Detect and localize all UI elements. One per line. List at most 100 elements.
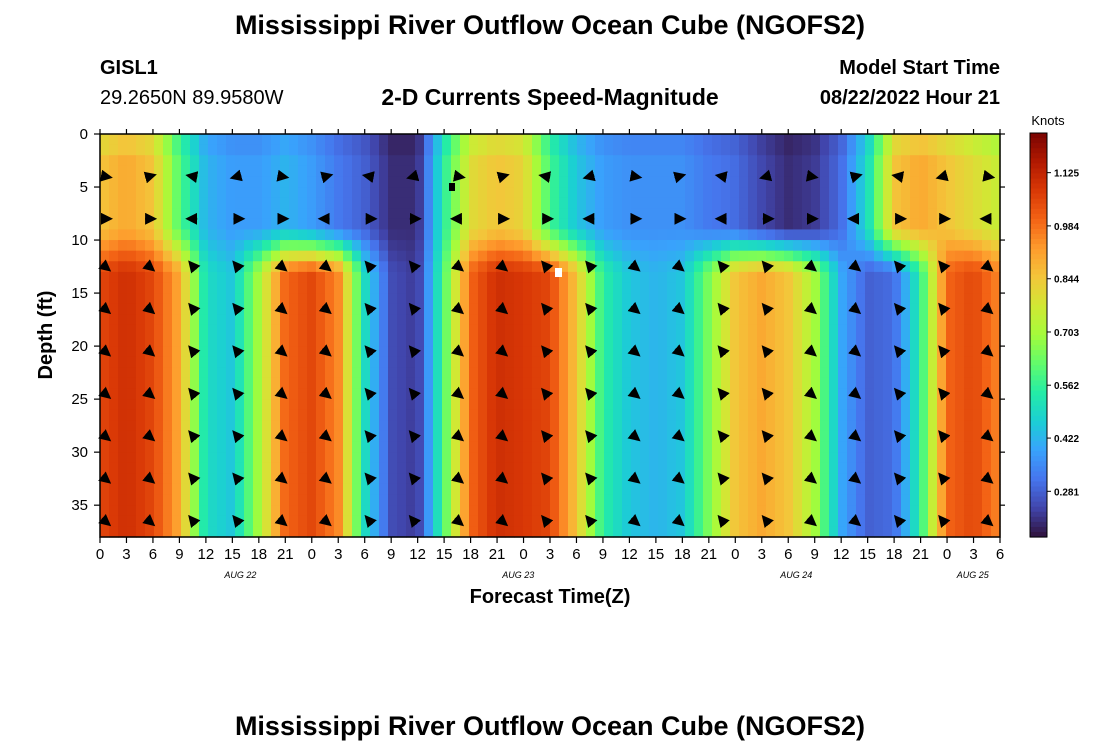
current-vector-arrow (893, 514, 907, 528)
heatmap-cell (631, 452, 641, 464)
current-vector-arrow (893, 387, 907, 401)
heatmap-cell (361, 187, 371, 199)
heatmap-cell (145, 483, 155, 496)
heatmap-cell (982, 526, 992, 538)
heatmap-cell (613, 420, 623, 432)
heatmap-cell (757, 452, 767, 464)
heatmap-cell (595, 314, 605, 326)
heatmap-cell (649, 303, 659, 315)
current-vector-arrow (893, 472, 907, 486)
heatmap-cell (253, 420, 263, 432)
heatmap-cell (685, 282, 695, 294)
heatmap-cell (640, 526, 650, 538)
heatmap-cell (289, 208, 299, 220)
heatmap-cell (424, 515, 434, 527)
heatmap-cell (352, 367, 362, 379)
heatmap-cell (613, 462, 623, 474)
heatmap-cell (721, 494, 731, 506)
current-vector-arrow (364, 260, 377, 274)
heatmap-cell (964, 324, 974, 337)
heatmap-cell (172, 515, 182, 527)
heatmap-cell (289, 441, 299, 453)
heatmap-cell (127, 314, 137, 326)
heatmap-cell (469, 473, 479, 485)
heatmap-cell (748, 261, 758, 273)
heatmap-cell (523, 240, 533, 252)
heatmap-cell (244, 261, 254, 273)
current-vector-arrow (893, 260, 907, 274)
heatmap-cell (991, 134, 1001, 146)
heatmap-cell (910, 165, 920, 178)
colorbar-swatch (1030, 158, 1047, 164)
heatmap-cell (370, 240, 380, 252)
heatmap-cell (811, 462, 821, 474)
heatmap-cell (235, 409, 245, 421)
heatmap-cell (811, 250, 821, 262)
heatmap-cell (649, 176, 659, 188)
heatmap-cell (388, 346, 398, 358)
heatmap-cell (595, 494, 605, 506)
heatmap-cell (910, 399, 920, 411)
heatmap-cell (829, 505, 839, 517)
heatmap-cell (451, 218, 461, 231)
heatmap-cell (388, 271, 398, 284)
heatmap-cell (568, 240, 578, 252)
heatmap-cell (487, 430, 497, 443)
heatmap-cell (280, 335, 290, 347)
heatmap-cell (361, 367, 371, 379)
heatmap-cell (883, 240, 893, 252)
heatmap-cell (955, 388, 965, 400)
heatmap-cell (874, 155, 884, 167)
heatmap-cell (433, 324, 443, 337)
current-vector-arrow (585, 302, 598, 316)
heatmap-cell (469, 165, 479, 178)
heatmap-cell (550, 187, 560, 199)
heatmap-cell (685, 229, 695, 241)
heatmap-cell (973, 250, 983, 262)
heatmap-cell (874, 208, 884, 220)
heatmap-cell (172, 144, 182, 156)
current-vector-arrow (451, 344, 465, 357)
heatmap-cell (406, 494, 416, 506)
heatmap-cell (226, 144, 236, 156)
heatmap-cell (658, 229, 668, 241)
heatmap-cell (343, 473, 353, 485)
heatmap-cell (190, 409, 200, 421)
heatmap-cell (604, 420, 614, 432)
heatmap-cell (262, 218, 272, 231)
heatmap-cell (190, 335, 200, 347)
heatmap-cell (577, 197, 587, 209)
heatmap-cell (910, 187, 920, 199)
heatmap-cell (460, 155, 470, 167)
heatmap-cell (892, 240, 902, 252)
current-vector-arrow (274, 301, 288, 315)
heatmap-cell (658, 346, 668, 358)
heatmap-cell (676, 377, 686, 390)
heatmap-cell (451, 155, 461, 167)
heatmap-cell (244, 420, 254, 432)
heatmap-cell (505, 218, 515, 231)
heatmap-cell (838, 197, 848, 209)
heatmap-cell (991, 197, 1001, 209)
heatmap-cell (802, 155, 812, 167)
heatmap-cell (568, 261, 578, 273)
heatmap-cell (424, 314, 434, 326)
x-tick-label: 0 (731, 546, 739, 563)
heatmap-cell (838, 526, 848, 538)
heatmap-cell (298, 483, 308, 496)
heatmap-cell (100, 314, 110, 326)
heatmap-cell (631, 494, 641, 506)
heatmap-cell (334, 473, 344, 485)
heatmap-cell (118, 240, 128, 252)
heatmap-cell (271, 346, 281, 358)
heatmap-cell (793, 282, 803, 294)
heatmap-cell (820, 356, 830, 368)
heatmap-cell (595, 282, 605, 294)
heatmap-cell (820, 187, 830, 199)
heatmap-cell (109, 250, 119, 262)
heatmap-cell (649, 335, 659, 347)
heatmap-cell (496, 483, 506, 496)
heatmap-cell (442, 187, 452, 199)
heatmap-cell (172, 271, 182, 284)
heatmap-cell (253, 144, 263, 156)
